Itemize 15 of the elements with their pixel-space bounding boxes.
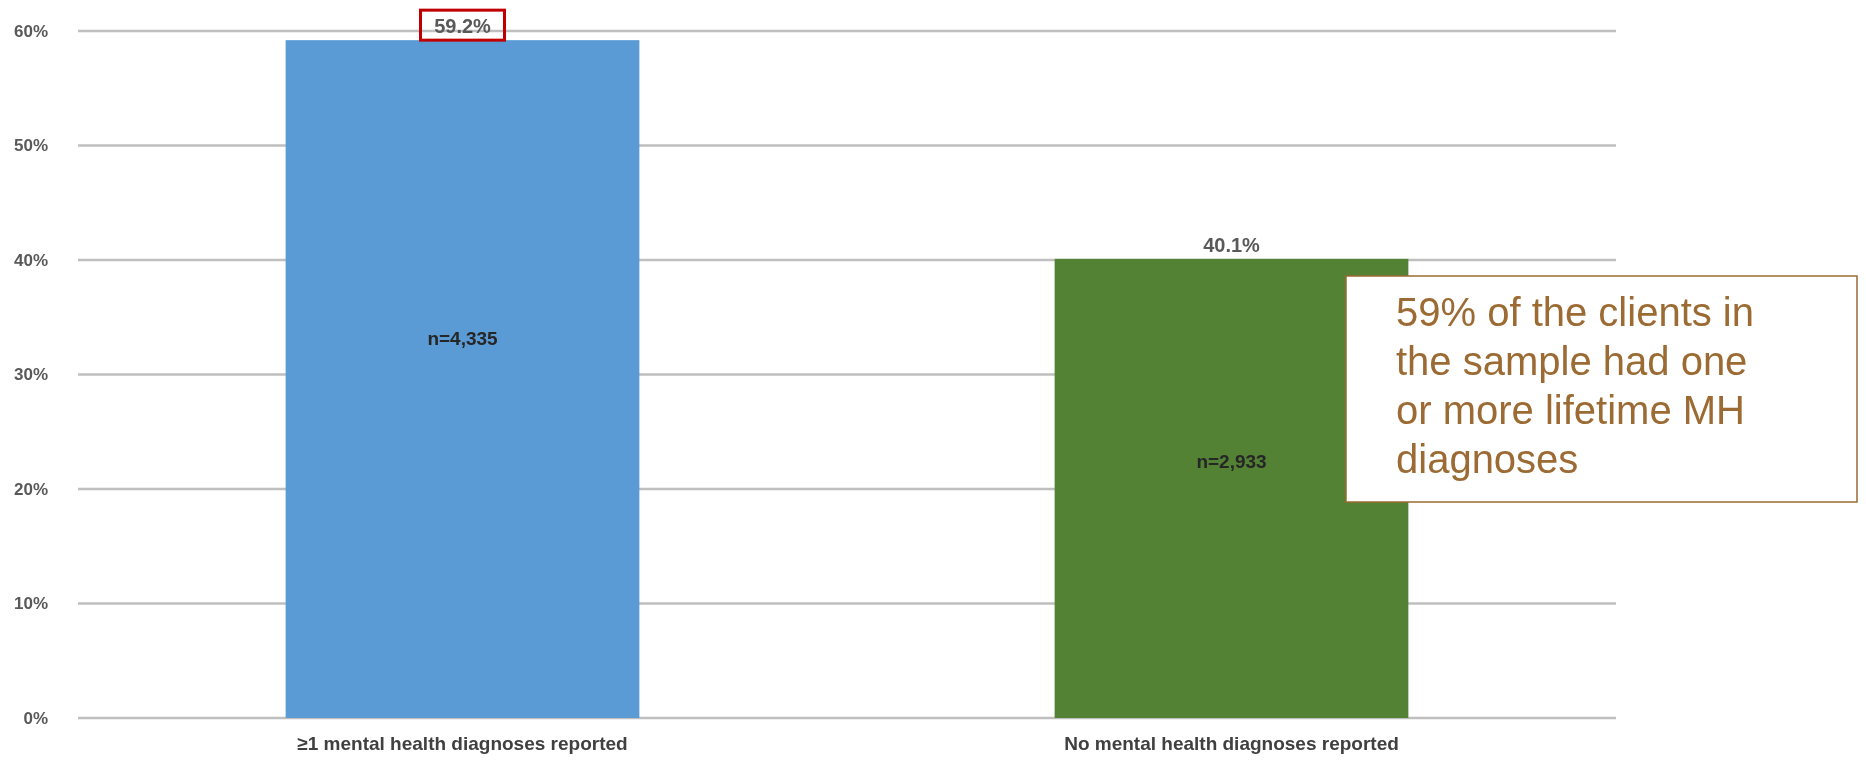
callout-box: 59% of the clients in the sample had one or more lifetime MH diagnoses: [1345, 275, 1858, 503]
y-tick-label: 20%: [13, 479, 48, 499]
annotation: n=2,933: [1196, 450, 1267, 472]
y-tick-label: 60%: [13, 21, 48, 41]
y-tick-label: 30%: [13, 365, 48, 385]
y-tick-label: 0%: [23, 708, 48, 728]
data-label: 40.1%: [1203, 233, 1261, 256]
y-tick-label: 10%: [13, 594, 48, 614]
annotation: n=4,335: [427, 328, 499, 350]
annotation: 59% of the clients in the sample had one or more lifetime MH diagnoses: [1396, 290, 1754, 481]
y-tick-label: 50%: [13, 136, 48, 156]
x-tick-label: No mental health diagnoses reported: [1064, 733, 1399, 754]
data-label: 59.2%: [434, 15, 492, 38]
x-tick-label: ≥1 mental health diagnoses reported: [297, 733, 628, 754]
y-tick-label: 40%: [13, 250, 48, 270]
